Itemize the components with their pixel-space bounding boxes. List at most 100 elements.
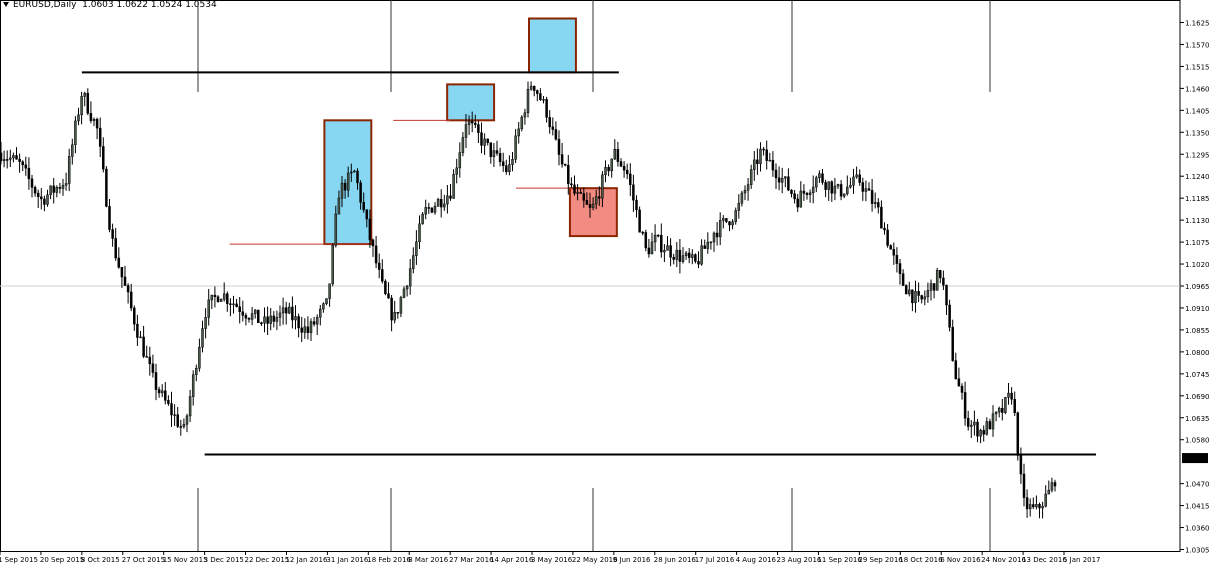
candle-body — [232, 303, 235, 306]
candle-body — [272, 315, 276, 322]
candle-body — [514, 135, 517, 160]
candle-body — [455, 167, 458, 175]
candle-body — [452, 174, 455, 199]
candle-body — [1016, 412, 1020, 456]
candle-body — [901, 273, 905, 286]
candle-body — [188, 396, 192, 417]
candle-body — [988, 421, 992, 430]
candle-body — [368, 218, 372, 241]
candle-body — [49, 185, 52, 196]
candle-body — [207, 299, 210, 318]
candle-body — [498, 153, 502, 162]
candle-body — [743, 189, 747, 194]
candle-body — [616, 148, 620, 162]
candle-body — [985, 421, 989, 435]
candle-body — [492, 150, 496, 158]
x-tick-label: 22 May 2016 — [572, 556, 618, 564]
candle-body — [477, 124, 480, 133]
candle-body — [154, 372, 158, 390]
candle-body — [129, 291, 133, 309]
x-tick-label: 28 Jun 2016 — [654, 556, 697, 564]
candle-body — [1041, 505, 1044, 509]
x-tick-label: 23 Aug 2016 — [777, 556, 822, 564]
candle-body — [963, 392, 967, 419]
candle-body — [126, 285, 130, 293]
y-tick-label: 1.0470 — [1185, 481, 1210, 489]
y-tick-label: 1.1185 — [1185, 195, 1210, 203]
x-tick-label: 24 Nov 2016 — [981, 556, 1026, 564]
candle-body — [229, 303, 232, 305]
candle-body — [439, 199, 443, 208]
candle-body — [935, 270, 939, 291]
candle-body — [911, 289, 914, 304]
candle-body — [799, 190, 803, 208]
candle-body — [148, 356, 152, 365]
y-tick-label: 1.0965 — [1185, 283, 1210, 291]
current-price-label: 1.0534 — [1184, 455, 1209, 463]
y-tick-label: 1.0690 — [1185, 393, 1210, 401]
candle-body — [467, 121, 471, 125]
candle-body — [24, 164, 28, 169]
candle-body — [808, 192, 812, 196]
candle-body — [331, 245, 334, 285]
candle-body — [297, 316, 300, 329]
x-tick-label: 3 Dec 2015 — [204, 556, 244, 564]
candle-body — [418, 223, 421, 242]
candle-body — [40, 196, 43, 200]
candle-body — [244, 315, 248, 319]
candle-body — [852, 176, 855, 186]
candle-body — [638, 209, 641, 233]
y-tick-label: 1.1020 — [1185, 261, 1210, 269]
candle-body — [629, 173, 632, 186]
candle-body — [594, 196, 598, 205]
candle-body — [942, 277, 945, 286]
candle-body — [294, 316, 297, 321]
candle-body — [18, 158, 21, 162]
candle-body — [644, 232, 648, 249]
candle-body — [461, 137, 465, 153]
candle-body — [182, 423, 186, 427]
y-tick-label: 1.1460 — [1185, 85, 1210, 93]
y-tick-label: 1.0305 — [1185, 547, 1210, 555]
candle-body — [371, 239, 375, 247]
candle-body — [170, 403, 173, 416]
candle-body — [390, 297, 393, 321]
candle-body — [833, 185, 837, 194]
candle-body — [374, 245, 378, 264]
candle-body — [957, 378, 961, 387]
candle-body — [557, 138, 561, 155]
candle-body — [315, 316, 319, 325]
candle-body — [33, 187, 37, 194]
y-tick-label: 1.1350 — [1185, 129, 1210, 137]
candle-body — [551, 126, 555, 130]
candle-body — [27, 167, 31, 180]
candle-body — [570, 183, 573, 186]
candle-body — [86, 92, 90, 114]
candle-body — [706, 241, 710, 249]
candle-body — [15, 155, 18, 160]
y-tick-label: 1.1625 — [1185, 20, 1210, 28]
candle-body — [802, 190, 806, 194]
candle-body — [501, 161, 505, 166]
candle-body — [46, 194, 49, 205]
candle-body — [787, 176, 790, 191]
dropdown-triangle-icon[interactable] — [3, 2, 9, 7]
candle-body — [343, 182, 347, 191]
candle-body — [870, 190, 874, 204]
x-tick-label: 18 Feb 2016 — [367, 556, 411, 564]
candle-body — [687, 252, 691, 258]
candle-body — [216, 296, 220, 302]
candle-body — [424, 207, 427, 215]
candle-body — [560, 154, 564, 165]
candle-body — [306, 326, 310, 333]
candle-body — [675, 249, 679, 260]
candle-body — [176, 414, 179, 427]
candle-body — [681, 255, 685, 262]
chart-header: EURUSD,Daily 1.0603 1.0622 1.0524 1.0534 — [3, 0, 217, 10]
candle-body — [805, 193, 809, 196]
candle-body — [1028, 504, 1032, 510]
x-tick-label: 8 Oct 2015 — [81, 556, 120, 564]
candle-body — [396, 312, 400, 314]
candle-body — [71, 144, 74, 157]
